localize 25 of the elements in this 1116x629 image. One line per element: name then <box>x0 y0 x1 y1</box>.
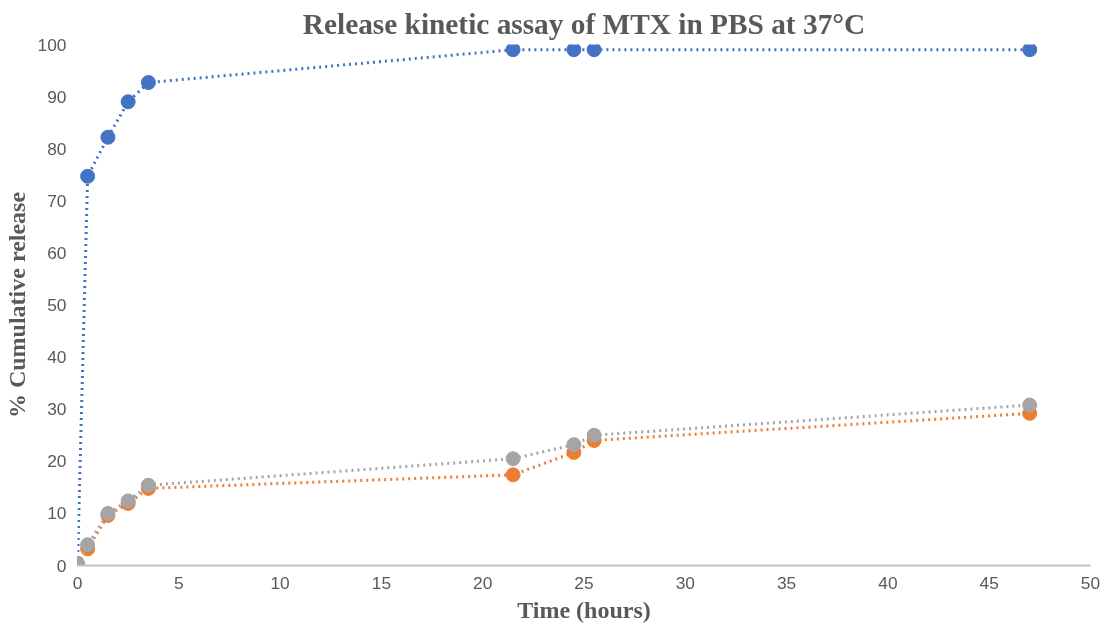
y-tick-label: 100 <box>37 34 67 55</box>
x-tick-label: 45 <box>979 572 999 593</box>
y-tick-label: 20 <box>47 451 67 472</box>
x-tick-label: 35 <box>776 572 797 593</box>
y-tick-label: 80 <box>47 138 67 159</box>
x-tick-label: 30 <box>675 572 695 593</box>
x-tick-label: 20 <box>473 572 493 593</box>
y-axis-title: % Cumulative release <box>3 191 30 419</box>
y-tick-label: 50 <box>47 295 67 315</box>
x-tick-label: 0 <box>72 572 83 593</box>
y-tick-label: 30 <box>47 399 67 420</box>
y-tick-label: 10 <box>47 503 67 524</box>
chart-title: Release kinetic assay of MTX in PBS at 37°C <box>302 7 866 40</box>
y-tick-label: 90 <box>47 86 67 107</box>
y-tick-label: 40 <box>47 347 67 368</box>
x-tick-label: 50 <box>1080 572 1101 593</box>
x-tick-label: 10 <box>270 572 290 593</box>
x-axis-title: Time (hours) <box>517 596 651 623</box>
y-tick-label: 60 <box>47 242 67 263</box>
y-tick-label: 0 <box>56 555 67 576</box>
y-tick-label: 70 <box>47 190 67 211</box>
x-tick-label: 5 <box>173 572 184 593</box>
x-tick-label: 25 <box>574 572 594 593</box>
x-tick-label: 15 <box>371 572 392 593</box>
x-tick-label: 40 <box>878 572 898 593</box>
